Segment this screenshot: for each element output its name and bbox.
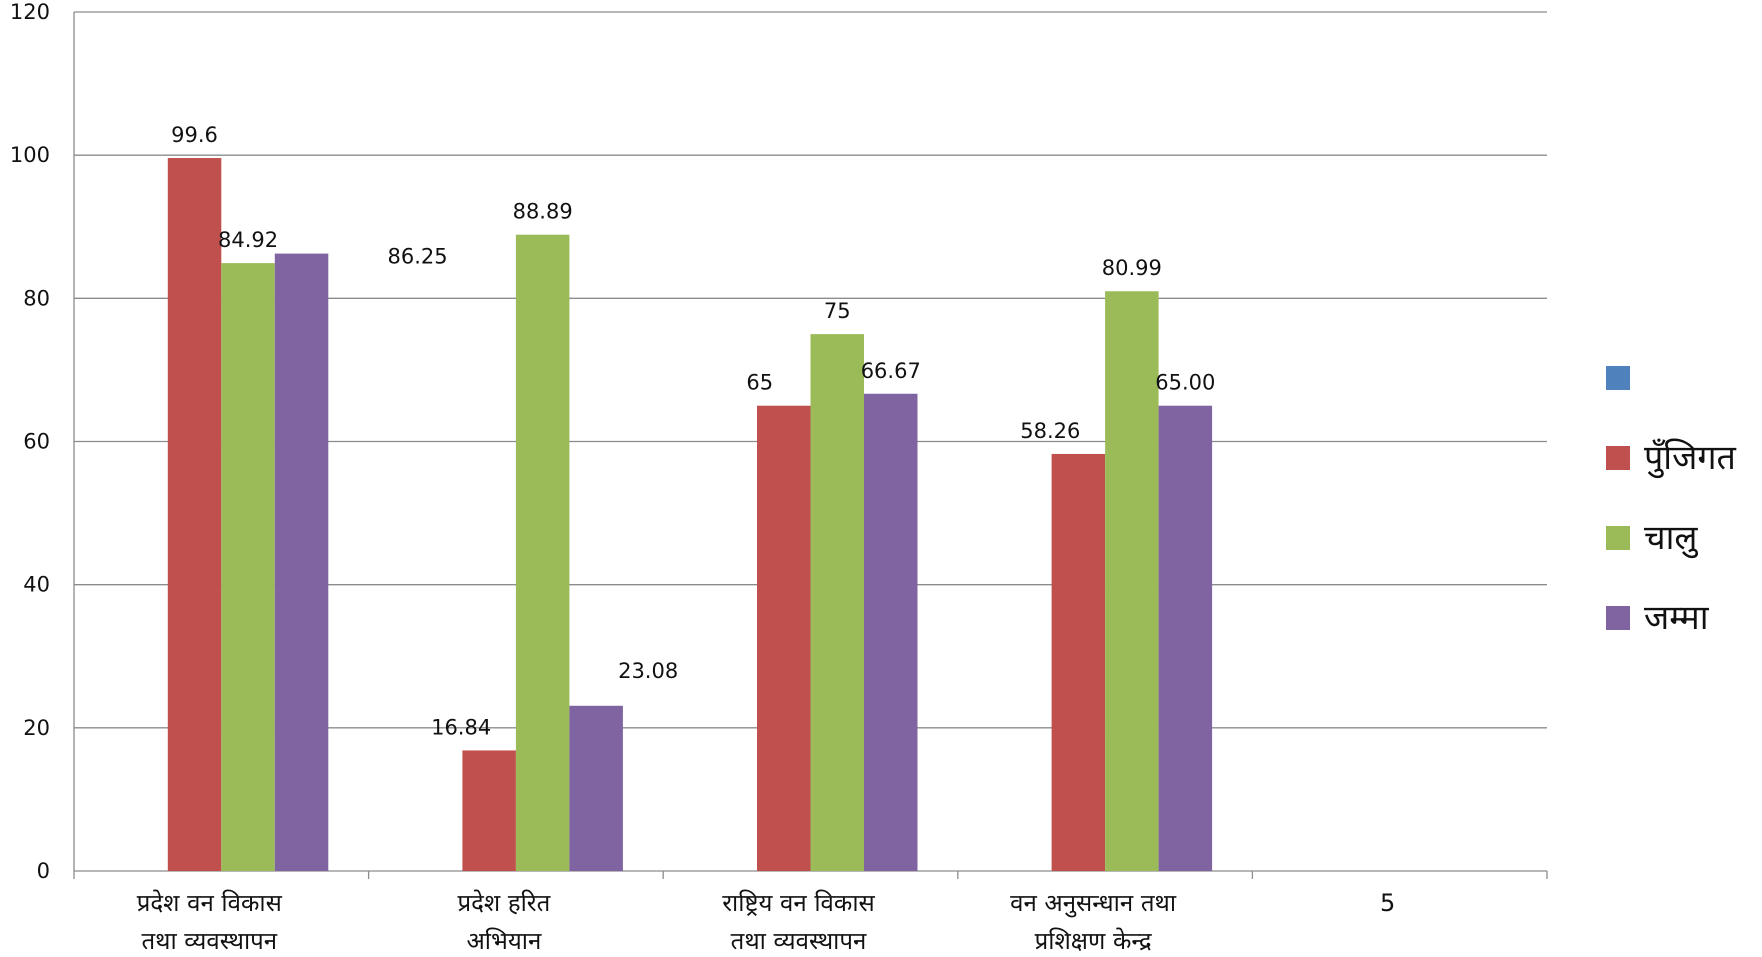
x-category-label: 5	[1380, 889, 1395, 917]
x-category-label-line: अभियान	[466, 927, 542, 955]
y-tick-label: 40	[23, 573, 50, 597]
x-category-label-line: 5	[1380, 889, 1395, 917]
y-tick-label: 120	[10, 0, 50, 24]
data-labels: 99.6 16.84 65 58.26 84.92 88.89 75 80.99 86.25 23…	[171, 123, 1215, 739]
bar	[864, 393, 918, 871]
x-category-label: प्रदेश वन विकास तथा व्यवस्थापन	[137, 889, 283, 955]
bar	[462, 750, 516, 871]
bar	[1105, 291, 1159, 871]
legend: पुँजिगत चालु जम्मा	[1606, 366, 1736, 638]
bar	[569, 705, 623, 871]
data-label: 65.00	[1155, 371, 1215, 395]
data-label: 88.89	[513, 200, 573, 224]
bar	[1158, 405, 1213, 871]
y-tick-label: 60	[23, 430, 50, 454]
legend-label: पुँजिगत	[1644, 438, 1736, 479]
y-tick-label: 80	[23, 286, 50, 310]
bar	[515, 234, 570, 872]
data-label: 86.25	[387, 245, 447, 269]
data-label: 99.6	[171, 123, 218, 147]
bars	[167, 158, 1213, 872]
y-axis-tick-labels: 0 20 40 60 80 100 120	[10, 0, 50, 883]
data-label: 66.67	[861, 359, 921, 383]
data-label: 58.26	[1020, 419, 1080, 443]
legend-swatch	[1606, 366, 1630, 390]
legend-swatch	[1606, 446, 1630, 470]
legend-label: जम्मा	[1644, 598, 1710, 638]
y-tick-label: 20	[23, 716, 50, 740]
x-axis-category-labels: प्रदेश वन विकास तथा व्यवस्थापन प्रदेश हरित…	[137, 889, 1396, 955]
bar	[1051, 453, 1106, 871]
bar	[221, 263, 275, 871]
data-label: 65	[746, 371, 773, 395]
x-category-label-line: प्रदेश हरित	[457, 889, 551, 917]
bar	[810, 334, 864, 871]
x-category-label-line: तथा व्यवस्थापन	[731, 927, 867, 955]
legend-swatch	[1606, 526, 1630, 550]
data-label: 16.84	[431, 715, 491, 739]
x-category-label: वन अनुसन्धान तथा प्रशिक्षण केन्द्र	[1010, 889, 1177, 955]
bar	[757, 405, 811, 871]
data-label: 23.08	[618, 659, 678, 683]
bar	[274, 253, 329, 871]
x-category-label: राष्ट्रिय वन विकास तथा व्यवस्थापन	[722, 889, 875, 955]
data-label: 75	[824, 299, 851, 323]
data-label: 84.92	[218, 228, 278, 252]
x-category-label-line: तथा व्यवस्थापन	[141, 927, 277, 955]
data-label: 80.99	[1102, 256, 1162, 280]
x-category-label-line: प्रदेश वन विकास	[137, 889, 283, 917]
legend-label: चालु	[1644, 518, 1698, 559]
x-category-label-line: प्रशिक्षण केन्द्र	[1035, 927, 1152, 955]
y-tick-label: 0	[37, 859, 50, 883]
bar	[167, 158, 222, 871]
x-category-label: प्रदेश हरित अभियान	[457, 889, 551, 955]
x-category-label-line: वन अनुसन्धान तथा	[1010, 889, 1177, 918]
x-category-label-line: राष्ट्रिय वन विकास	[722, 889, 875, 917]
y-tick-label: 100	[10, 143, 50, 167]
legend-swatch	[1606, 606, 1630, 630]
